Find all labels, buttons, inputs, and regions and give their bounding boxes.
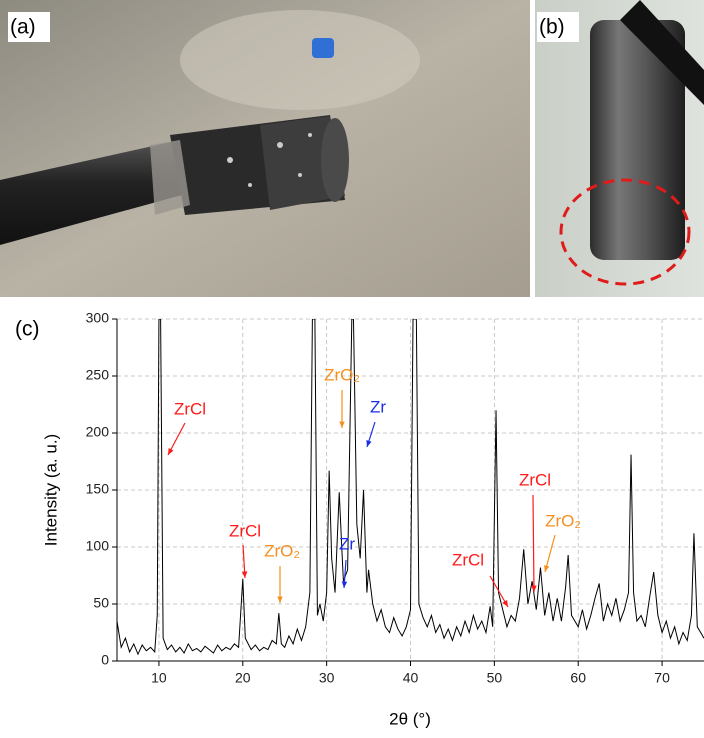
annotation: Zr (339, 534, 355, 553)
arrow-head (366, 440, 372, 447)
x-axis-label: 2θ (°) (389, 709, 431, 728)
arrow-head (277, 596, 283, 603)
y-axis-label: Intensity (a. u.) (41, 434, 60, 546)
arrow-head (544, 565, 550, 572)
panel-label-bg (537, 12, 579, 42)
y-tick-label: 300 (86, 310, 110, 326)
annotation: Zr (370, 397, 386, 416)
x-tick-label: 60 (570, 670, 586, 686)
y-tick-label: 150 (86, 481, 110, 497)
arrow-head (341, 581, 348, 588)
panel-label: (a) (10, 16, 36, 39)
annotation: ZrCl (174, 399, 206, 418)
photo-b (535, 0, 704, 297)
annotation-arrow (532, 494, 535, 593)
x-tick-label: 40 (403, 670, 419, 686)
axes (116, 319, 704, 662)
annotation: ZrCl (452, 550, 484, 569)
y-tick-label: 100 (86, 538, 110, 554)
annotation: ZrO₂ (264, 541, 300, 560)
annotation: ZrO₂ (324, 365, 360, 384)
arrow-head (168, 448, 174, 455)
x-tick-label: 10 (151, 670, 167, 686)
arrow-head (502, 600, 508, 607)
y-tick-label: 50 (93, 595, 109, 611)
panel-label: (c) (15, 318, 40, 341)
plot-area (117, 319, 704, 656)
panel-label-bg (8, 12, 50, 42)
x-tick-label: 30 (319, 670, 335, 686)
arrow-head (241, 571, 248, 578)
x-tick-label: 20 (235, 670, 251, 686)
y-tick-label: 200 (86, 424, 110, 440)
panel-label: (b) (539, 16, 565, 39)
annotation: ZrO₂ (545, 511, 581, 530)
annotation: ZrCl (229, 521, 261, 540)
xrd-trace (117, 319, 704, 656)
y-tick-label: 0 (101, 652, 109, 668)
arrow-head (339, 421, 345, 428)
photo-a (0, 0, 530, 297)
arrow-head (531, 585, 537, 592)
y-tick-label: 250 (86, 367, 110, 383)
x-tick-label: 70 (654, 670, 670, 686)
x-tick-label: 50 (487, 670, 503, 686)
annotation: ZrCl (519, 470, 551, 489)
